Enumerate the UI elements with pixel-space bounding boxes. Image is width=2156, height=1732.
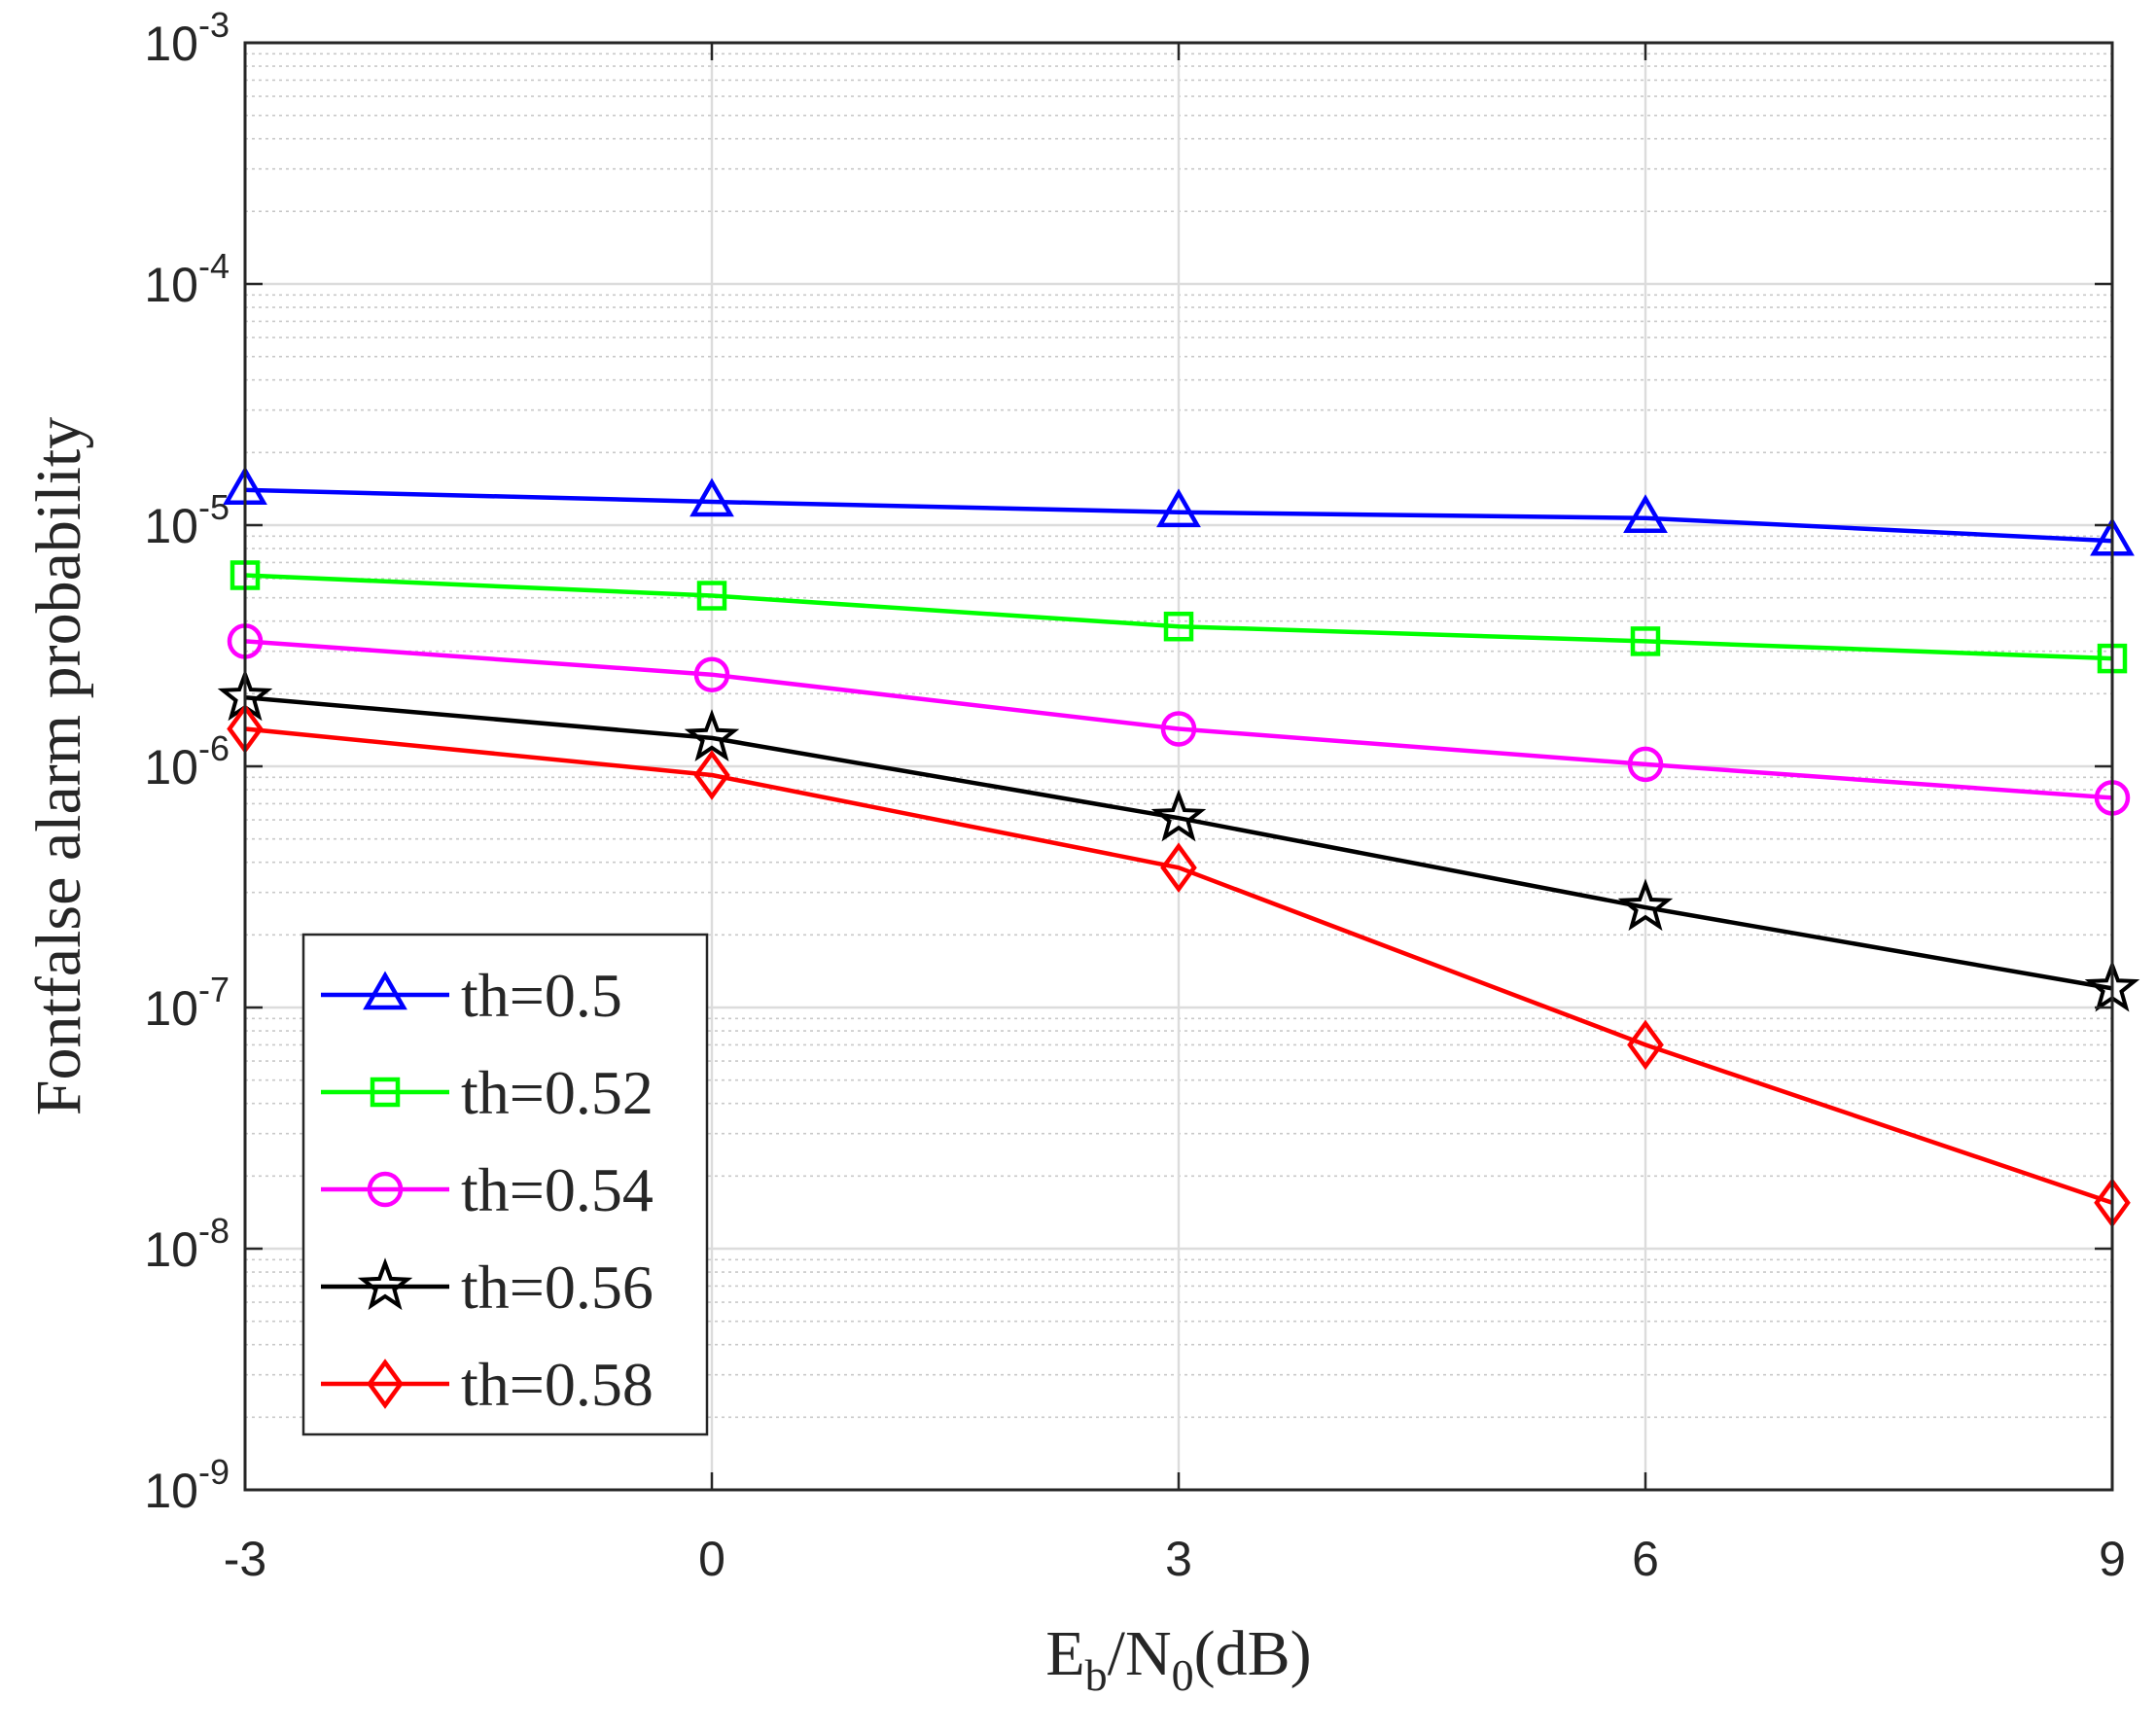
legend-item: th=0.52 [321, 1058, 654, 1127]
series-th=0.56 [217, 668, 2140, 1012]
y-tick-exponent: -6 [198, 728, 230, 768]
y-tick-base: 10 [144, 740, 198, 795]
y-tick-label: 10-8 [144, 1211, 230, 1277]
data-point-marker [1630, 626, 1661, 656]
data-point-marker [693, 656, 730, 692]
x-tick-label: 3 [1165, 1532, 1192, 1586]
series-line [244, 487, 2113, 544]
y-tick-base: 10 [144, 1464, 198, 1518]
y-tick-base: 10 [144, 981, 198, 1036]
series-line [244, 639, 2113, 800]
legend-item: th=0.54 [321, 1155, 654, 1224]
legend-swatch-marker [357, 1257, 413, 1311]
legend-swatch-marker [363, 971, 407, 1010]
data-point-marker [1627, 746, 1664, 783]
legend-label: th=0.54 [461, 1155, 654, 1224]
y-tick-label: 10-7 [144, 970, 230, 1036]
y-tick-base: 10 [144, 258, 198, 312]
data-point-marker [1156, 488, 1201, 528]
x-tick-label: 9 [2099, 1532, 2126, 1586]
y-tick-exponent: -9 [198, 1452, 230, 1492]
legend-swatch-marker [367, 1359, 404, 1409]
x-tick-label: -3 [224, 1532, 266, 1586]
y-tick-label: 10-4 [144, 246, 230, 312]
y-tick-exponent: -8 [198, 1211, 230, 1251]
y-tick-label: 10-3 [144, 5, 230, 71]
data-point-marker [1623, 494, 1668, 533]
data-point-marker [1160, 842, 1197, 894]
y-tick-label: 10-5 [144, 487, 230, 553]
y-tick-exponent: -4 [198, 246, 230, 286]
y-tick-base: 10 [144, 1222, 198, 1277]
data-point-marker [1617, 878, 1674, 932]
y-tick-base: 10 [144, 17, 198, 71]
data-point-marker [693, 750, 730, 800]
y-tick-label: 10-9 [144, 1452, 230, 1518]
data-point-marker [1160, 711, 1197, 747]
data-point-marker [689, 477, 734, 517]
legend-swatch-marker [370, 1077, 401, 1108]
y-axis-label: Fontfalse alarm probability [23, 417, 94, 1116]
series-th=0.58 [227, 703, 2131, 1228]
y-tick-exponent: -5 [198, 487, 230, 527]
series-line [244, 573, 2113, 661]
data-point-marker [684, 709, 740, 761]
data-point-marker [1150, 789, 1207, 842]
data-point-marker [1163, 611, 1194, 642]
series-layer [217, 466, 2140, 1228]
data-point-marker [696, 581, 727, 611]
y-tick-base: 10 [144, 499, 198, 553]
legend-item: th=0.56 [321, 1253, 654, 1322]
legend-label: th=0.58 [461, 1350, 654, 1419]
legend: th=0.5 th=0.52 th=0.54 th=0.56 th=0.58 [301, 933, 709, 1436]
legend-label: th=0.56 [461, 1253, 654, 1322]
data-point-marker [1627, 1019, 1664, 1071]
y-tick-exponent: -7 [198, 970, 230, 1009]
x-axis-label: Eb/N0(dB) [1045, 1618, 1311, 1700]
y-tick-label: 10-6 [144, 728, 230, 795]
legend-label: th=0.52 [461, 1058, 654, 1127]
series-line [244, 726, 2113, 1205]
x-tick-label: 6 [1632, 1532, 1659, 1586]
series-line [244, 694, 2113, 991]
y-tick-exponent: -3 [198, 5, 230, 45]
legend-label: th=0.5 [461, 961, 622, 1030]
x-tick-label: 0 [698, 1532, 725, 1586]
legend-item: th=0.5 [321, 961, 622, 1030]
legend-swatch-marker [367, 1171, 404, 1208]
ticks: -3 0 3 6 910-910-810-710-610-510-410-3 [144, 5, 2126, 1586]
legend-item: th=0.58 [321, 1350, 654, 1419]
